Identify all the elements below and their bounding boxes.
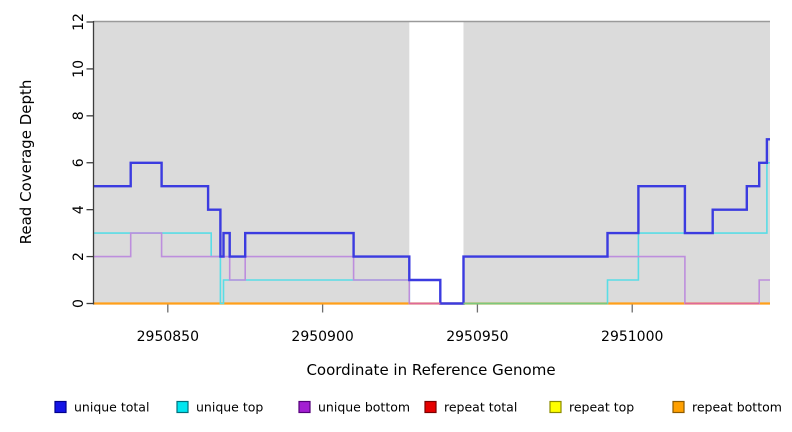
legend-label-unique-top: unique top: [196, 400, 263, 415]
y-tick-label-4: 4: [71, 205, 87, 214]
y-tick-label-2: 2: [71, 252, 87, 261]
legend-item-unique-top: unique top: [176, 400, 263, 415]
legend-label-unique-total: unique total: [74, 400, 149, 415]
legend-swatch-repeat-bottom: [672, 400, 685, 414]
y-axis-title: Read Coverage Depth: [17, 80, 35, 245]
plot-layer: [93, 20, 770, 305]
legend-item-unique-total: unique total: [54, 400, 149, 415]
y-tick-label-6: 6: [71, 158, 87, 167]
legend-swatch-unique-bottom: [298, 400, 311, 414]
x-axis-title: Coordinate in Reference Genome: [306, 361, 555, 379]
legend-label-repeat-top: repeat top: [569, 400, 634, 415]
x-tick-label-2: 2950950: [446, 329, 508, 345]
masked-region: [409, 22, 464, 304]
legend: unique total unique top unique bottom repea…: [54, 400, 782, 415]
legend-swatch-repeat-top: [549, 400, 562, 414]
y-tick-label-0: 0: [71, 299, 87, 308]
legend-item-repeat-bottom: repeat bottom: [672, 400, 782, 415]
x-tick-label-1: 2950900: [291, 329, 353, 345]
legend-label-repeat-bottom: repeat bottom: [692, 400, 782, 415]
legend-label-unique-bottom: unique bottom: [318, 400, 410, 415]
axis-layer: 0 2 4 6 8 10 12 2950850 2950900 2950950 2951000: [71, 13, 664, 345]
legend-label-repeat-total: repeat total: [444, 400, 517, 415]
x-tick-label-3: 2951000: [601, 329, 663, 345]
legend-item-repeat-total: repeat total: [424, 400, 517, 415]
legend-swatch-repeat-total: [424, 400, 437, 414]
legend-swatch-unique-top: [176, 400, 189, 414]
y-tick-label-10: 10: [71, 60, 87, 78]
x-tick-label-0: 2950850: [137, 329, 199, 345]
legend-item-unique-bottom: unique bottom: [298, 400, 410, 415]
series-line-unique-bottom: [93, 232, 770, 305]
y-tick-label-12: 12: [71, 13, 87, 31]
y-tick-label-8: 8: [71, 111, 87, 120]
legend-item-repeat-top: repeat top: [549, 400, 634, 415]
series-line-unique-total: [93, 138, 770, 305]
legend-swatch-unique-total: [54, 400, 67, 414]
